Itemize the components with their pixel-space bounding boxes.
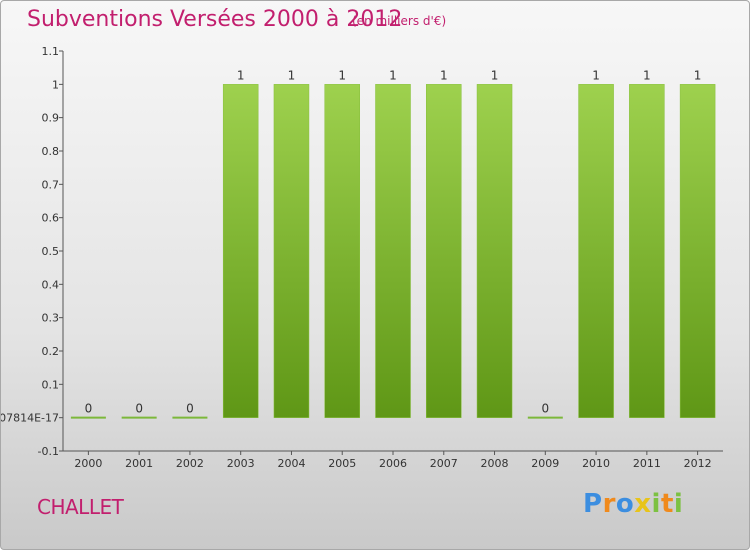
logo-letter: t [660,489,674,519]
y-tick-label: 0.7 [42,178,60,191]
logo-letter: o [615,489,635,519]
data-label-2004: 1 [288,68,296,82]
data-label-2008: 1 [491,68,499,82]
y-tick-label: 0.5 [42,245,60,258]
data-label-2005: 1 [338,68,346,82]
x-tick-label: 2002 [176,457,204,470]
y-tick-label: 0.4 [42,278,60,291]
x-tick-label: 2010 [582,457,610,470]
bar-2010 [578,84,614,418]
commune-name: CHALLET [37,495,124,519]
x-tick-label: 2007 [430,457,458,470]
data-label-2000: 0 [85,402,93,416]
y-tick-label: -0.1 [38,445,59,458]
bar-2007 [426,84,462,418]
x-tick-label: 2001 [125,457,153,470]
x-tick-label: 2008 [481,457,509,470]
x-tick-label: 2009 [531,457,559,470]
logo-letter: x [634,489,652,519]
data-label-2003: 1 [237,68,245,82]
x-tick-label: 2004 [277,457,305,470]
logo-letter: i [673,489,684,519]
proxiti-logo: Proxiti [583,489,683,519]
y-tick-label: 1.3877787807814E-17 [1,412,59,425]
y-axis: -0.1 1.3877787807814E-17 0.1 0.2 0.3 0.4 0.5 0.… [1,45,64,458]
data-label-2007: 1 [440,68,448,82]
x-tick-label: 2006 [379,457,407,470]
chart-subtitle: (en milliers d'€) [352,14,447,28]
bar-2005 [324,84,360,418]
chart-title: Subventions Versées 2000 à 2012 [27,7,403,32]
x-tick-label: 2005 [328,457,356,470]
bar-2003 [222,84,259,418]
x-tick-label: 2011 [633,457,661,470]
y-tick-label: 0.9 [42,112,60,125]
bar-2011 [629,84,665,418]
bar-2012 [679,84,716,418]
data-label-2009: 0 [541,402,549,416]
data-label-2012: 1 [694,68,702,82]
y-tick-label: 0.2 [42,345,60,358]
bar-2004 [273,84,310,418]
y-tick-label: 0.3 [42,312,60,325]
bar-2006 [375,84,411,418]
data-label-2001: 0 [135,402,143,416]
y-tick-label: 0.6 [42,212,60,225]
x-tick-label: 2000 [74,457,102,470]
data-label-2010: 1 [592,68,600,82]
bar-2008 [476,84,513,418]
y-tick-label: 0.1 [42,378,60,391]
y-tick-label: 1 [52,78,59,91]
bars-group: 0 0 0 1 1 1 1 1 1 0 1 1 1 [70,68,716,419]
logo-letter: r [602,489,616,519]
logo-letter: i [651,489,661,519]
logo-letter: P [583,489,603,519]
y-tick-label: 1.1 [42,45,60,58]
data-label-2002: 0 [186,402,194,416]
x-tick-label: 2003 [227,457,255,470]
data-label-2011: 1 [643,68,651,82]
y-tick-label: 0.8 [42,145,60,158]
x-tick-label: 2012 [684,457,712,470]
x-axis: 2000 2001 2002 2003 2004 2005 2006 2007 2008 2009… [63,450,723,470]
data-label-2006: 1 [389,68,397,82]
